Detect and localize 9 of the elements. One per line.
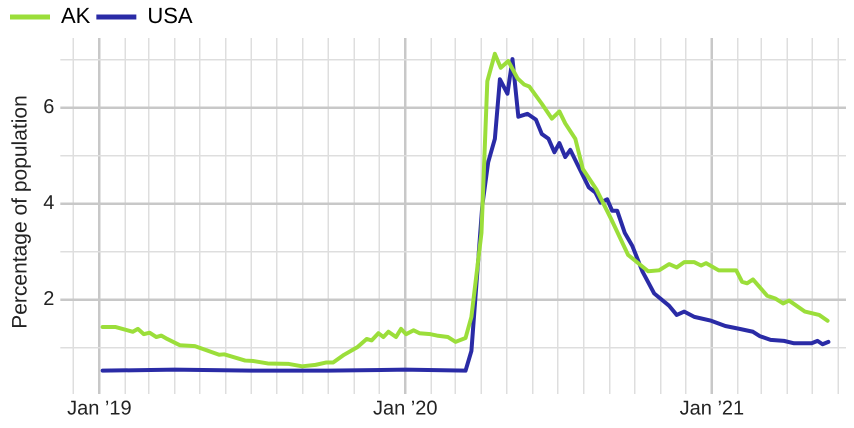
y-tick-label: 2	[43, 288, 54, 310]
legend-label: AK	[61, 3, 91, 28]
x-tick-label: Jan ’21	[680, 398, 744, 420]
x-tick-label: Jan ’19	[67, 398, 132, 420]
y-tick-label: 4	[43, 192, 54, 214]
x-tick-label: Jan ’20	[372, 398, 438, 420]
y-tick-label: 6	[43, 96, 54, 118]
legend-label: USA	[147, 3, 193, 28]
y-axis-title: Percentage of population	[8, 95, 32, 329]
